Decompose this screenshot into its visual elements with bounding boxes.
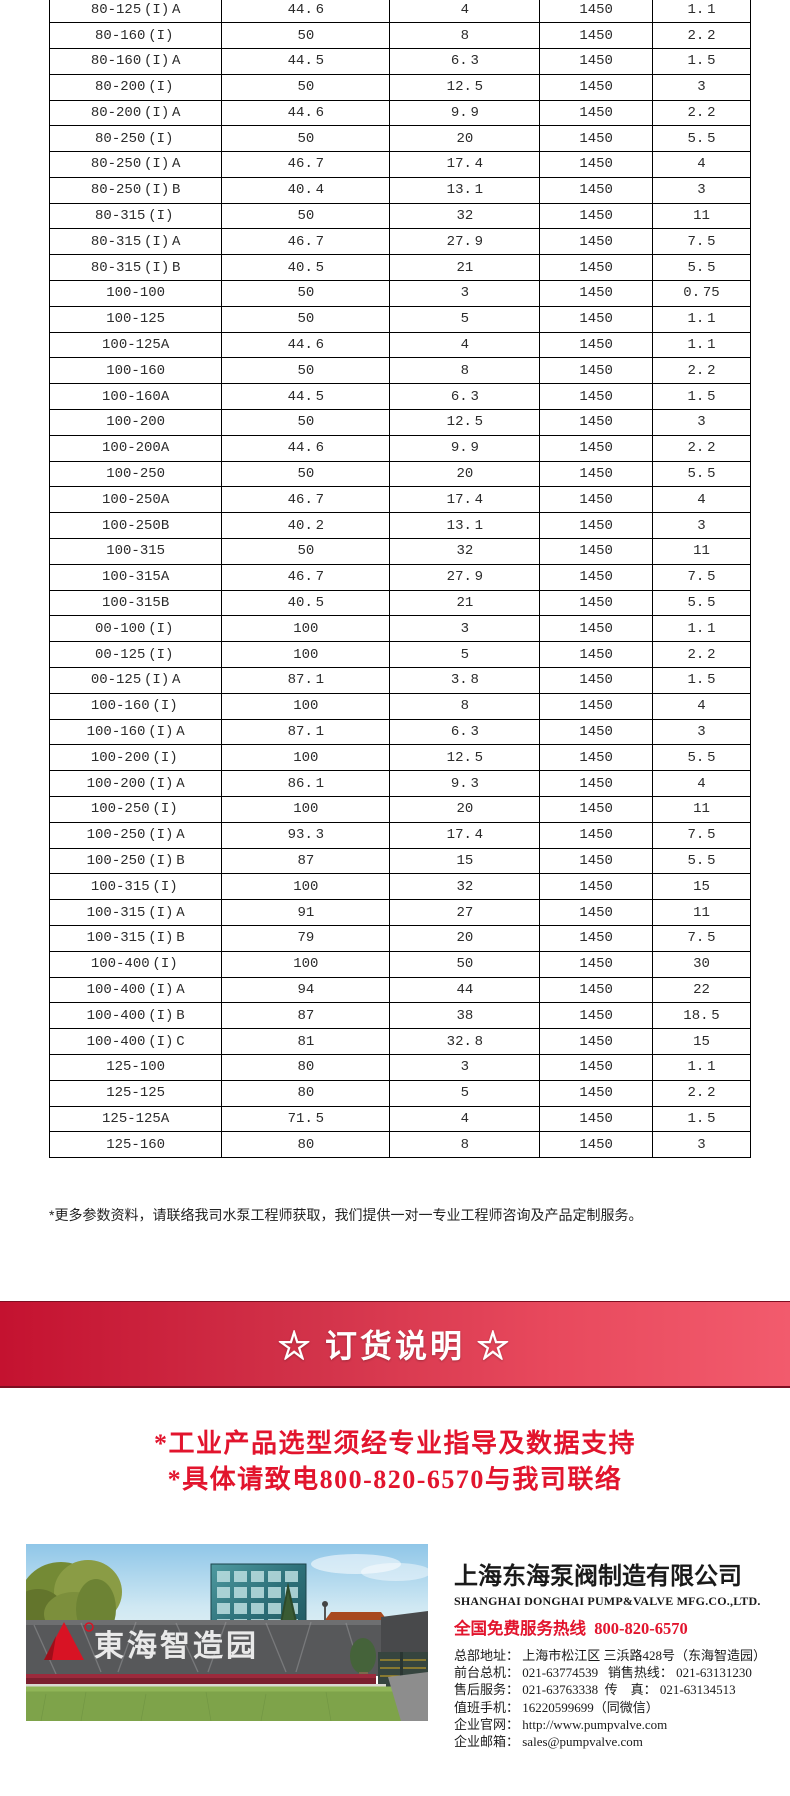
- svg-text:東海智造园: 東海智造园: [94, 1630, 259, 1663]
